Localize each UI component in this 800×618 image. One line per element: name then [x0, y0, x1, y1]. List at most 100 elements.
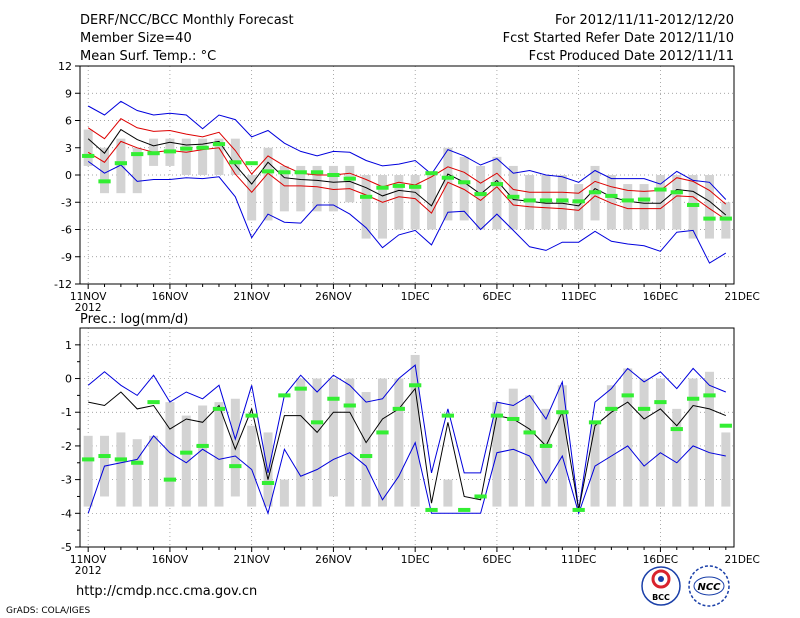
prec-xtick-label: 16NOV	[152, 554, 189, 566]
header-variable: Mean Surf. Temp.: °C	[80, 49, 216, 64]
prec-xtick-year-label: 2012	[75, 565, 102, 577]
bcc-logo-swirl-icon	[651, 569, 671, 589]
prec-climatology-marker	[719, 423, 732, 428]
temp-xtick-label: 16DEC	[643, 291, 678, 303]
temp-range-bar	[181, 138, 191, 175]
temp-climatology-marker	[539, 198, 553, 203]
prec-climatology-marker	[131, 460, 144, 465]
bcc-logo-center-icon	[658, 576, 664, 582]
temp-climatology-marker	[147, 151, 160, 156]
grads-credit: GrADS: COLA/IGES	[6, 606, 90, 616]
temp-ytick-label: -9	[61, 251, 72, 264]
prec-climatology-marker	[539, 443, 553, 448]
temp-climatology-marker	[670, 190, 683, 195]
temp-range-bar	[361, 175, 371, 239]
prec-climatology-marker	[588, 420, 602, 425]
prec-climatology-marker	[441, 413, 455, 418]
temp-range-bar	[410, 175, 420, 230]
prec-line-lower	[87, 435, 726, 515]
temp-line-lower-inner	[87, 140, 727, 220]
temp-range-bar	[639, 184, 649, 230]
prec-climatology-marker	[703, 393, 716, 398]
prec-range-bar	[655, 378, 665, 507]
prec-range-bar	[132, 439, 142, 507]
temp-xtick-label: 21DEC	[724, 291, 759, 303]
header: DERF/NCC/BCC Monthly Forecast Member Siz…	[80, 13, 734, 64]
prec-range-bar	[721, 432, 731, 507]
prec-climatology-marker	[654, 400, 667, 405]
prec-climatology-marker	[556, 410, 569, 415]
temp-climatology-marker	[180, 146, 193, 151]
temp-ytick-label: -3	[61, 196, 72, 209]
prec-climatology-marker	[327, 396, 340, 401]
temp-range-bar	[296, 165, 306, 212]
temp-climatology-marker	[294, 170, 307, 175]
prec-xtick-label: 11DEC	[561, 554, 596, 566]
prec-frame	[79, 327, 735, 548]
prec-climatology-marker	[359, 454, 373, 459]
prec-range-bar	[557, 385, 567, 507]
prec-climatology-marker	[229, 464, 242, 469]
footer-url[interactable]: http://cmdp.ncc.cma.gov.cn	[76, 584, 257, 599]
prec-ytick-label: -2	[61, 440, 72, 453]
prec-climatology-marker	[670, 427, 683, 432]
temp-range-bar	[230, 138, 240, 175]
prec-range-bar	[394, 378, 404, 507]
prec-xtick-label: 6DEC	[483, 554, 512, 566]
prec-range-bar	[672, 408, 682, 507]
temp-range-bar	[247, 175, 257, 221]
prec-range-bar	[541, 408, 551, 507]
temp-range-bar	[279, 165, 289, 212]
temp-xtick-label: 21NOV	[233, 291, 270, 303]
prec-climatology-marker	[572, 507, 585, 512]
prec-range-bar	[279, 479, 289, 507]
temp-xtick-label: 1DEC	[401, 291, 430, 303]
prec-climatology-marker	[474, 494, 487, 499]
temp-ytick-label: 12	[58, 60, 72, 73]
header-member-size: Member Size=40	[80, 31, 192, 46]
prec-climatology-marker	[376, 430, 389, 435]
temp-range-bar	[443, 147, 453, 221]
prec-ytick-label: -3	[61, 474, 72, 487]
prec-climatology-marker	[278, 393, 291, 398]
prec-climatology-marker	[196, 443, 209, 448]
prec-ytick-label: -5	[61, 541, 72, 554]
ncc-logo: NCC	[688, 565, 730, 607]
bcc-logo: BCC	[641, 566, 681, 606]
prec-climatology-marker	[523, 430, 536, 435]
prec-range-bar	[214, 402, 224, 507]
prec-climatology-marker	[294, 386, 307, 391]
temp-climatology-marker	[719, 216, 732, 221]
temp-climatology-marker	[163, 149, 177, 154]
prec-xtick-label: 21NOV	[233, 554, 270, 566]
temp-xtick-label: 16NOV	[152, 291, 189, 303]
temp-range-bar	[116, 138, 126, 194]
temp-range-bar	[672, 175, 682, 230]
temp-climatology-marker	[376, 185, 389, 190]
temp-climatology-marker	[229, 160, 242, 165]
temp-climatology-marker	[474, 192, 487, 197]
prec-line-upper	[87, 364, 726, 510]
temp-climatology-marker	[245, 161, 258, 166]
temp-line-mean	[87, 128, 727, 216]
temp-range-bar	[312, 165, 322, 212]
prec-xtick-label: 16DEC	[643, 554, 678, 566]
temp-climatology-marker	[327, 173, 340, 177]
prec-ytick-label: -1	[61, 406, 72, 419]
precip-panel-title: Prec.: log(mm/d)	[80, 312, 188, 327]
bcc-logo-text: BCC	[652, 593, 670, 602]
temp-ytick-label: -12	[54, 278, 72, 291]
temp-climatology-marker	[703, 216, 716, 221]
temp-climatology-marker	[98, 179, 111, 184]
temp-climatology-marker	[114, 161, 128, 166]
temp-climatology-marker	[654, 187, 667, 192]
prec-range-bar	[312, 378, 322, 507]
prec-climatology-marker	[163, 477, 177, 482]
temp-range-bar	[345, 165, 355, 203]
temp-range-bar	[655, 175, 665, 230]
temp-climatology-marker	[507, 194, 520, 199]
temp-climatology-marker	[686, 202, 700, 207]
